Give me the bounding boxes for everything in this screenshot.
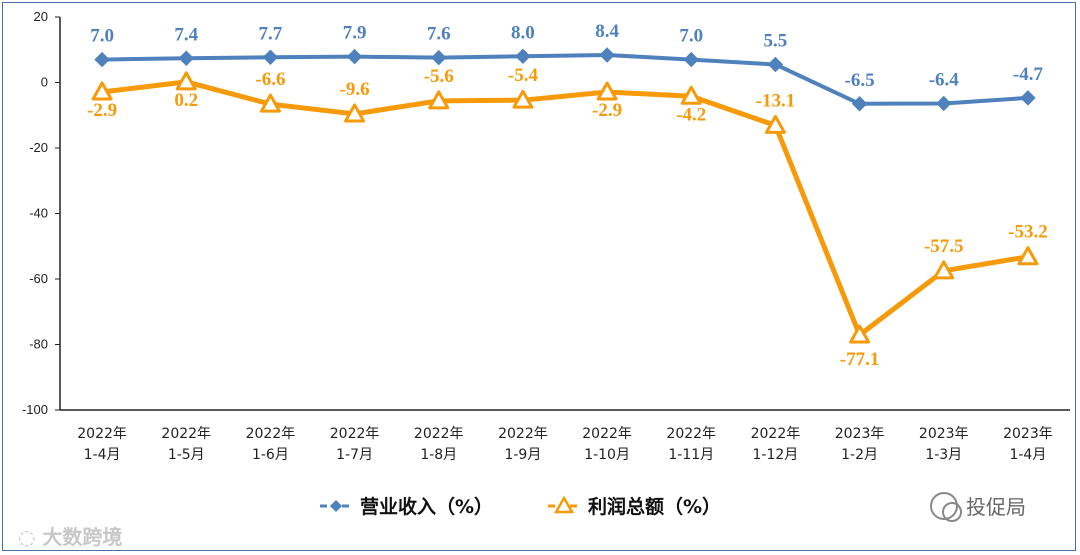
data-point-diamond	[346, 48, 363, 65]
data-label: 7.9	[343, 23, 367, 44]
data-label: -9.6	[340, 79, 370, 100]
data-label: 0.2	[174, 90, 198, 111]
data-point-diamond	[515, 48, 531, 65]
x-tick-label: 2023年	[1003, 426, 1053, 442]
data-point-diamond	[599, 47, 615, 63]
data-label: -6.4	[929, 69, 960, 90]
legend-label: 营业收入（%）	[360, 495, 493, 518]
x-tick-label: 1-9月	[504, 447, 541, 463]
data-point-diamond	[767, 56, 784, 73]
x-tick-label: 2022年	[414, 426, 464, 442]
data-label: 8.0	[511, 22, 535, 43]
data-point-triangle	[849, 324, 871, 344]
data-label: -6.5	[845, 70, 875, 91]
data-point-triangle	[259, 93, 281, 113]
data-point-triangle	[680, 85, 702, 105]
data-label: -5.4	[508, 65, 539, 86]
x-tick-label: 2022年	[666, 426, 716, 442]
data-label: 7.4	[174, 24, 198, 45]
x-tick-label: 1-6月	[252, 447, 289, 463]
x-tick-label: 2023年	[919, 426, 969, 442]
wechat-icon	[930, 492, 958, 520]
y-tick-label: -100	[22, 402, 48, 417]
data-label: 5.5	[764, 30, 788, 51]
y-tick-label: 0	[41, 75, 48, 90]
data-point-triangle	[428, 90, 450, 110]
data-point-diamond	[936, 95, 952, 112]
data-point-diamond	[262, 49, 279, 65]
x-tick-label: 1-4月	[84, 447, 121, 463]
data-label: 7.0	[679, 26, 703, 47]
data-point-diamond	[94, 51, 110, 68]
watermark-right-text: 投促局	[966, 495, 1026, 519]
series-line	[101, 79, 1029, 338]
y-tick-label: 20	[34, 9, 48, 24]
data-point-triangle	[933, 260, 955, 280]
x-tick-label: 2022年	[582, 426, 632, 442]
data-label: -5.6	[424, 66, 454, 87]
x-tick-label: 1-3月	[925, 447, 962, 463]
x-tick-label: 1-8月	[420, 447, 457, 463]
data-label: -2.9	[87, 100, 117, 121]
x-tick-label: 2022年	[498, 426, 548, 442]
legend-marker-diamond	[330, 500, 342, 512]
data-point-diamond	[178, 50, 194, 66]
y-tick-label: -20	[29, 140, 48, 155]
data-point-diamond	[1020, 90, 1036, 106]
x-tick-label: 2022年	[246, 426, 296, 442]
data-point-triangle	[1017, 246, 1039, 266]
watermark-right: 投促局	[930, 492, 1026, 522]
data-label: -53.2	[1008, 222, 1048, 243]
x-tick-label: 1-10月	[584, 447, 630, 463]
data-label: -77.1	[840, 349, 880, 370]
data-point-triangle	[764, 114, 786, 134]
wechat-icon-inner	[942, 502, 962, 522]
y-tick-label: -80	[29, 337, 48, 352]
data-point-triangle	[512, 89, 534, 109]
x-tick-label: 1-4月	[1009, 447, 1046, 463]
data-point-triangle	[175, 71, 197, 91]
x-tick-label: 2022年	[77, 426, 127, 442]
data-point-triangle	[596, 81, 618, 101]
x-tick-label: 2022年	[330, 426, 380, 442]
data-point-diamond	[683, 51, 699, 68]
data-label: -13.1	[756, 90, 796, 111]
x-tick-label: 1-12月	[753, 447, 799, 463]
x-tick-label: 1-11月	[668, 447, 714, 463]
data-label: 7.0	[90, 26, 114, 47]
data-point-triangle	[344, 103, 366, 123]
data-label: -57.5	[924, 236, 964, 257]
data-point-triangle	[91, 81, 113, 101]
data-label: 7.7	[259, 23, 283, 44]
legend-label: 利润总额（%）	[588, 495, 721, 518]
x-tick-label: 2022年	[751, 426, 801, 442]
data-point-diamond	[851, 96, 868, 112]
y-tick-label: -40	[29, 206, 48, 221]
data-label: -2.9	[592, 100, 622, 121]
x-tick-label: 1-5月	[168, 447, 205, 463]
x-tick-label: 1-2月	[841, 447, 878, 463]
x-tick-label: 2023年	[835, 426, 885, 442]
data-label: 8.4	[595, 21, 619, 42]
data-label: 7.6	[427, 24, 451, 45]
watermark-left: ◌ 大数跨境	[18, 525, 122, 549]
y-tick-label: -60	[29, 271, 48, 286]
data-label: -6.6	[255, 69, 285, 90]
data-label: -4.7	[1013, 64, 1044, 85]
legend-marker-triangle	[553, 495, 575, 514]
series-line	[102, 52, 1029, 106]
x-tick-label: 2022年	[161, 426, 211, 442]
data-label: -4.2	[676, 104, 706, 125]
data-point-diamond	[431, 49, 447, 66]
x-tick-label: 1-7月	[336, 447, 373, 463]
